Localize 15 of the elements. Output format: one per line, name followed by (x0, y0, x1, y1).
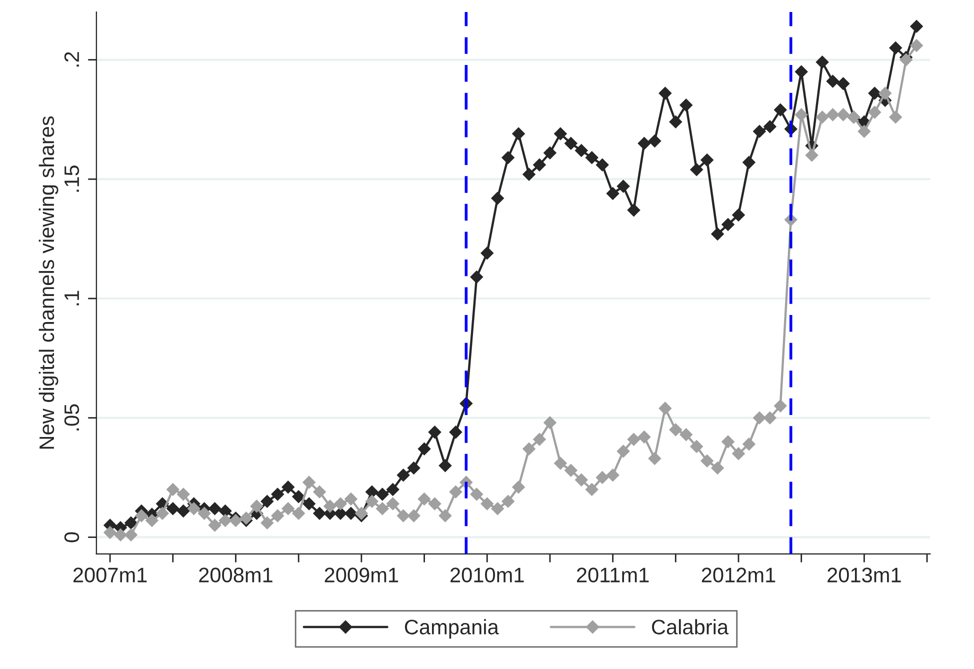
x-tick-label: 2007m1 (73, 568, 147, 582)
x-tick-label: 2008m1 (199, 568, 272, 582)
x-tick-label: 2013m1 (828, 568, 901, 582)
y-tick-label: .15 (64, 166, 80, 192)
legend-label: Calabria (652, 619, 729, 634)
x-tick-label: 2010m1 (450, 568, 524, 582)
y-tick-label: .05 (64, 404, 80, 430)
x-tick-label: 2009m1 (324, 568, 398, 582)
legend-label: Campania (404, 619, 499, 639)
y-tick-label: 0 (64, 532, 80, 542)
y-tick-label: .2 (64, 52, 79, 67)
x-tick-label: 2011m1 (576, 568, 649, 582)
y-axis-title: New digital channels viewing shares (38, 116, 58, 449)
x-tick-label: 2012m1 (702, 568, 776, 582)
y-tick-label: .1 (64, 290, 79, 306)
